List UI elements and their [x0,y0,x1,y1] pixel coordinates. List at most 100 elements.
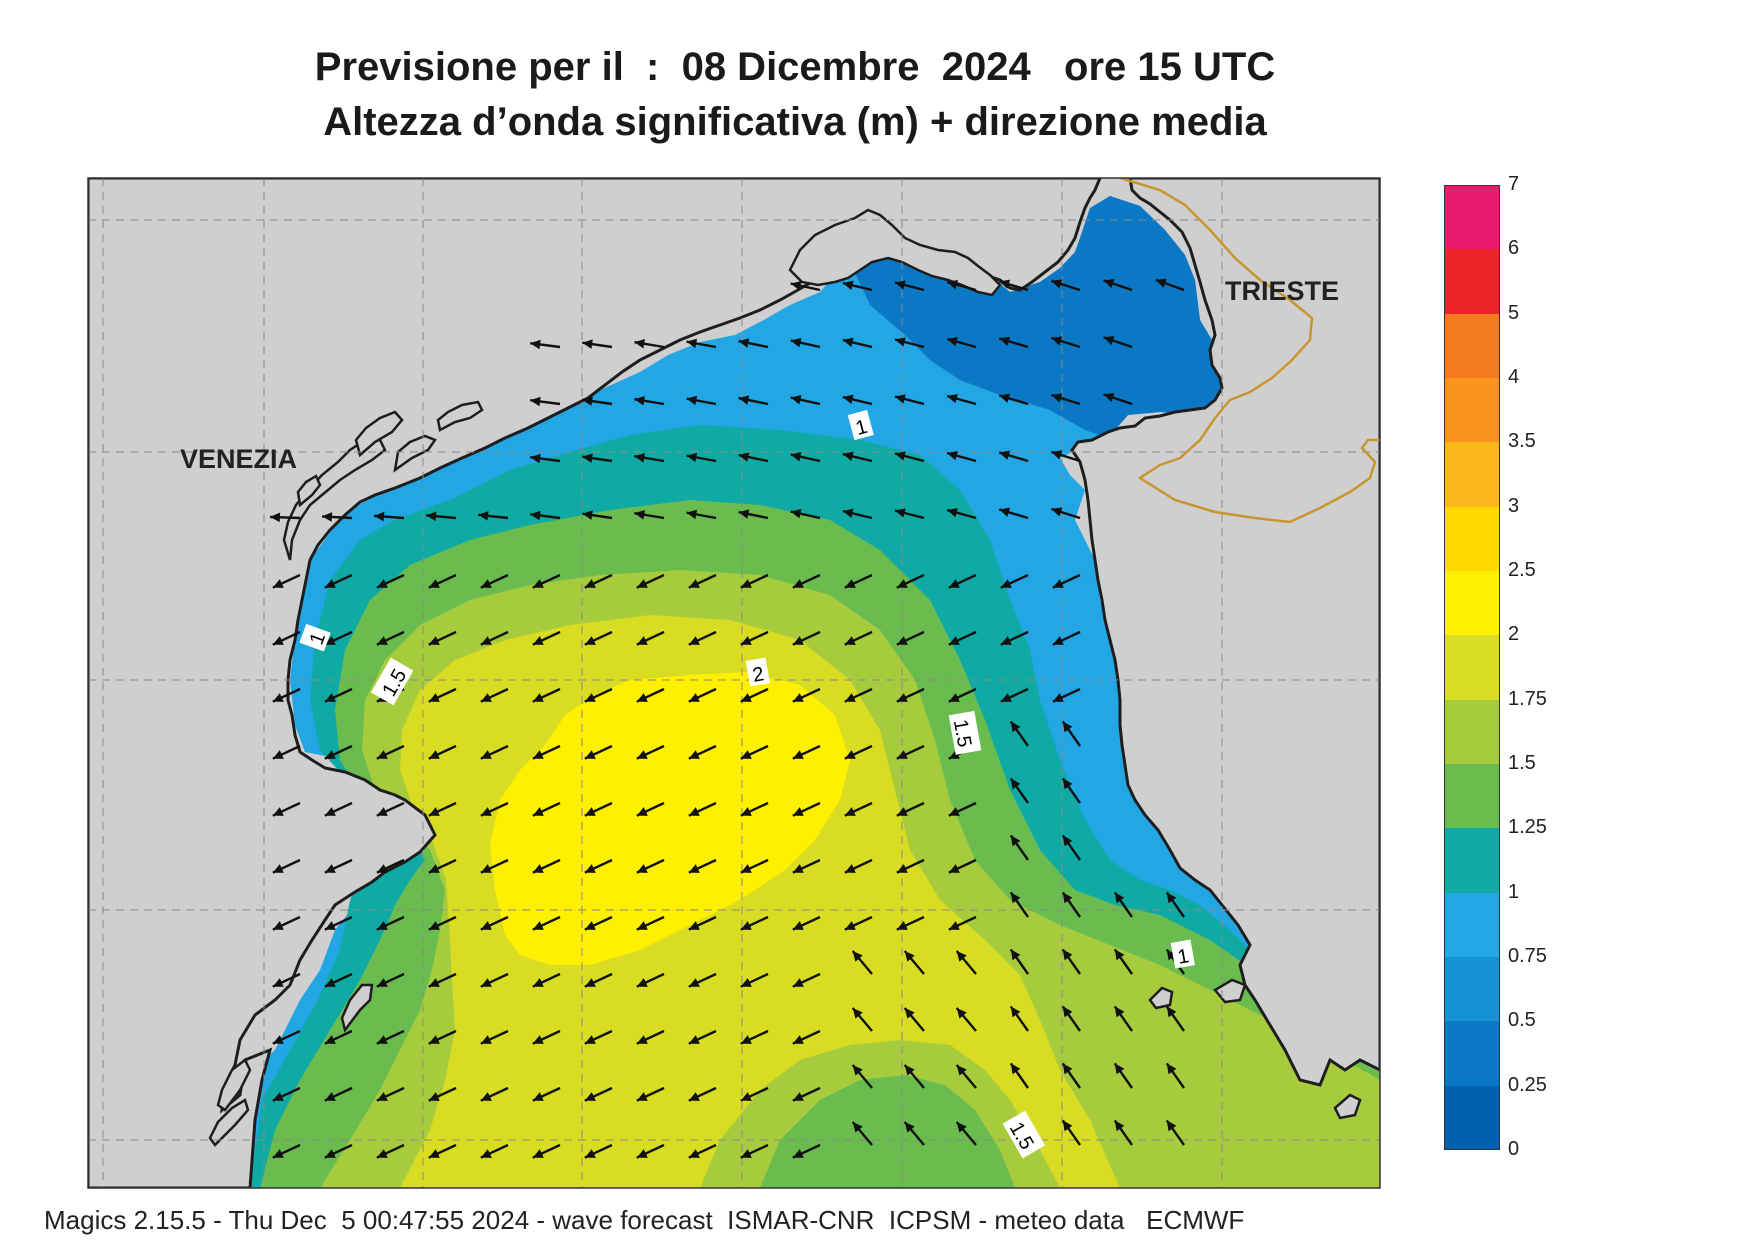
wave-direction-arrowhead [894,280,906,290]
wave-direction-arrowhead [272,978,284,987]
wave-direction-arrowhead [844,693,856,702]
wave-direction-arrowhead [530,339,541,350]
wave-direction-arrowhead [584,579,596,588]
wave-direction-arrowhead [532,1149,544,1158]
wave-direction-arrowhead [1010,949,1021,961]
wave-direction-arrowhead [792,636,804,645]
grado-lagoon [788,208,1002,297]
wave-direction-arrowhead [948,693,960,702]
wave-direction-arrowhead [1103,336,1115,346]
wave-direction-arrowhead [634,396,645,406]
wave-direction-arrowhead [1010,778,1021,790]
wave-direction-arrowhead [376,807,388,816]
legend-tick-label: 3.5 [1508,430,1536,453]
wave-direction-arrowhead [1052,693,1064,702]
wave-direction-arrowhead [634,453,645,463]
wave-direction-arrowhead [480,921,492,930]
wave-direction-arrowhead [904,1122,915,1133]
contour-label: 1 [847,409,874,441]
wave-direction-arrowhead [584,693,596,702]
wave-direction-arrowhead [1166,1063,1177,1075]
wave-direction-arrowhead [272,693,284,702]
wave-direction-arrowhead [636,1092,648,1101]
wave-direction-arrowhead [894,394,906,404]
wave-direction-arrowhead [324,693,336,702]
svg-text:2: 2 [751,663,766,687]
wave-direction-arrowhead [324,1035,336,1044]
wave-direction-arrowhead [686,338,698,349]
wave-direction-arrowhead [792,1092,804,1101]
wave-direction-arrowhead [480,807,492,816]
wave-direction-arrowhead [272,1092,284,1101]
legend-tick-label: 2 [1508,623,1520,646]
wave-direction-arrowhead [1166,1120,1177,1132]
wave-direction-arrowhead [792,921,804,930]
wave-direction-arrowhead [740,579,752,588]
wave-direction-arrowhead [1051,507,1063,517]
wave-direction-arrowhead [740,693,752,702]
wave-direction-arrowhead [792,1149,804,1158]
wave-direction-arrowhead [376,1092,388,1101]
wave-direction-arrowhead [582,453,593,463]
wave-direction-arrowhead [842,394,854,404]
wave-direction-arrowhead [947,394,958,404]
wave-direction-arrowhead [376,864,388,873]
wave-direction-arrowhead [428,1092,440,1101]
wave-direction-arrowhead [636,636,648,645]
wave-direction-arrowhead [740,1035,752,1044]
wave-direction-arrowhead [1010,835,1021,847]
wave-direction-arrowhead [688,921,700,930]
legend-swatch [1444,1021,1500,1086]
wave-direction-arrowhead [584,807,596,816]
wave-direction-arrowhead [947,337,958,347]
wave-direction-arrowhead [904,951,915,962]
wave-direction-arrowhead [428,750,440,759]
contour-label: 2 [745,657,770,687]
wave-direction-arrowhead [842,280,854,290]
wave-direction-arrowhead [999,393,1011,403]
wave-direction-arrowhead [688,579,700,588]
wave-direction-arrowhead [1051,336,1063,346]
wave-direction-arrowhead [324,579,336,588]
wave-direction-arrowhead [844,807,856,816]
wave-direction-arrowhead [792,1035,804,1044]
contour-label: 1.5 [948,710,982,755]
wave-direction-arrowhead [426,511,437,521]
wave-direction-arrowhead [1103,393,1115,403]
city-label-venezia: VENEZIA [180,444,297,474]
wave-direction-arrowhead [999,507,1011,517]
deep-blue-area [850,196,1230,435]
wave-direction-arrowhead [324,1149,336,1158]
wave-direction-arrowhead [844,864,856,873]
legend-tick-label: 0.75 [1508,945,1547,967]
wave-direction-arrowhead [582,396,593,406]
wave-direction-arrowhead [1051,393,1063,403]
wave-direction-arrowhead [842,451,854,461]
wave-direction-arrowhead [1051,450,1063,460]
wave-direction-arrowhead [688,864,700,873]
wave-direction-arrowhead [428,807,440,816]
wave-direction-arrowhead [1114,1120,1125,1132]
wave-direction-arrowhead [324,978,336,987]
wave-direction-arrowhead [948,807,960,816]
legend-swatch [1444,378,1500,443]
wave-direction-arrowhead [636,693,648,702]
wave-direction-arrowhead [904,1065,915,1076]
wave-direction-arrowhead [1051,279,1063,289]
wave-direction-arrowhead [896,864,908,873]
legend-tick-label: 1.25 [1508,816,1547,839]
wave-direction-arrowhead [530,396,541,407]
wave-direction-arrowhead [1062,1063,1073,1075]
wave-direction-arrowhead [792,807,804,816]
wave-direction-arrowhead [376,750,388,759]
wave-direction-arrowhead [686,509,698,520]
legend-swatch [1444,699,1500,764]
wave-direction-arrowhead [947,280,958,290]
wave-direction-arrowhead [792,978,804,987]
svg-text:1: 1 [1176,945,1191,969]
wave-direction-arrowhead [740,978,752,987]
wave-direction-arrowhead [532,864,544,873]
wave-direction-arrowhead [584,978,596,987]
wave-direction-arrowhead [532,921,544,930]
wave-direction-arrowhead [947,451,958,461]
